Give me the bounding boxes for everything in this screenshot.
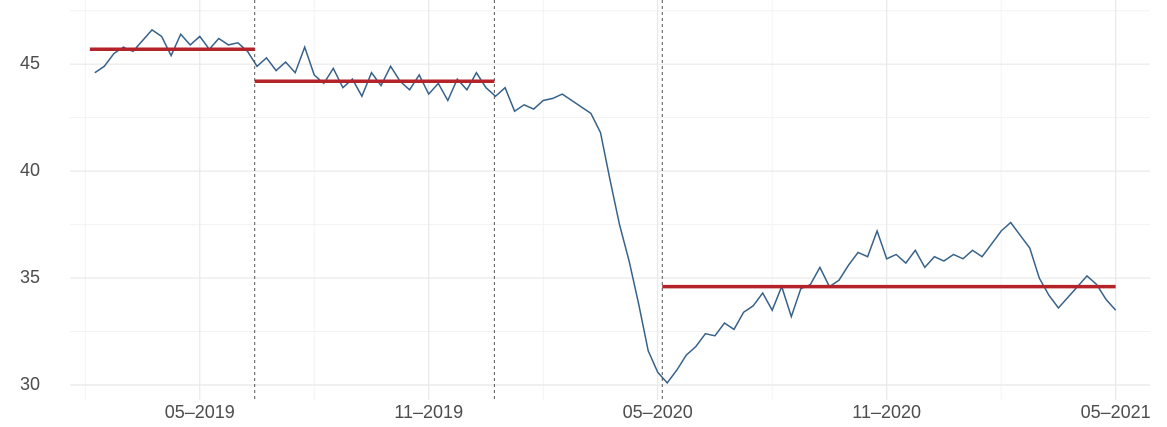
series-line xyxy=(94,28,1117,385)
x-tick-label: 11–2019 xyxy=(394,402,463,422)
x-tick-label: 11–2020 xyxy=(852,402,921,422)
y-tick-label: 40 xyxy=(20,160,40,180)
y-tick-label: 45 xyxy=(20,53,40,73)
x-tick-label: 05–2020 xyxy=(623,402,693,422)
x-tick-label: 05–2021 xyxy=(1081,402,1151,422)
y-tick-label: 35 xyxy=(20,267,40,287)
y-tick-label: 30 xyxy=(20,374,40,394)
x-tick-label: 05–2019 xyxy=(165,402,235,422)
